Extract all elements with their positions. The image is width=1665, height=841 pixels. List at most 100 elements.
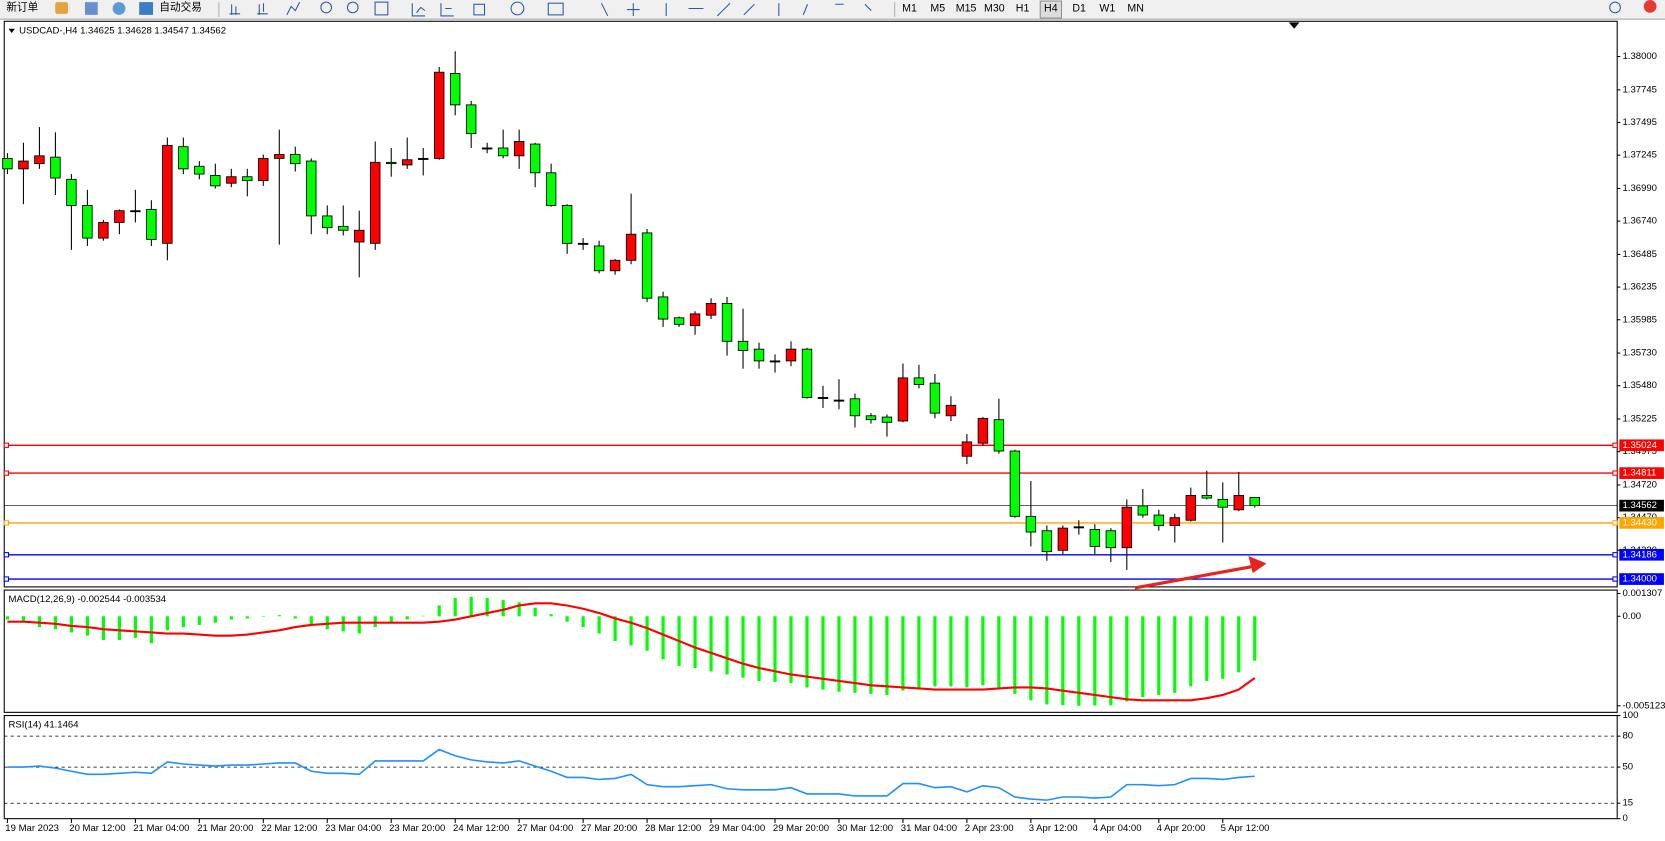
icon[interactable] — [112, 2, 126, 15]
x-tick-label: 3 Apr 12:00 — [1029, 823, 1078, 834]
macd-bar — [469, 596, 473, 617]
candle-body — [370, 161, 381, 244]
macd-bar — [1061, 616, 1065, 706]
trend-arrow — [1134, 556, 1267, 590]
y-tick-label: 1.38000 — [1622, 51, 1657, 62]
macd-bar — [293, 616, 297, 619]
notification-icon[interactable] — [1643, 0, 1657, 13]
candle-body — [753, 348, 765, 362]
candle-body — [1105, 530, 1117, 549]
candle-body — [290, 154, 301, 165]
new-order-button[interactable]: 新订单 — [6, 0, 38, 13]
main-panel-frame — [3, 20, 1618, 588]
price-label-box — [1619, 439, 1664, 452]
timeframe-button[interactable]: H4 — [1044, 2, 1058, 14]
macd-bar — [229, 616, 233, 620]
macd-bar — [965, 616, 969, 688]
candle-body — [354, 229, 365, 243]
toolbar: 新订单 自动交易 M1 M5 M15 M30 H1 H4 D1 W1 MN — [0, 0, 1665, 20]
macd-bar — [37, 616, 42, 628]
candle-body — [194, 165, 205, 175]
macd-bar — [821, 616, 825, 690]
y-tick-label: 1.36990 — [1622, 183, 1657, 194]
y-tick-label: 1.36740 — [1622, 216, 1657, 227]
macd-bar — [837, 616, 841, 692]
macd-bar — [581, 616, 585, 628]
level-handle — [3, 442, 10, 448]
candle-body — [657, 296, 669, 320]
candle-body — [386, 161, 397, 165]
panel-title: USDCAD-,H4 1.34625 1.34628 1.34547 1.345… — [19, 25, 226, 36]
candle-body — [769, 360, 781, 363]
price-label-box — [1619, 573, 1664, 585]
macd-bar — [949, 616, 953, 687]
auto-trading-icon[interactable] — [139, 2, 154, 15]
candle-body — [817, 397, 829, 399]
timeframe-button[interactable]: M30 — [984, 2, 1005, 14]
y-tick-label: 0.001307 — [1622, 588, 1662, 599]
candle-body — [146, 208, 157, 240]
candle-body — [402, 159, 413, 166]
macd-bar — [117, 616, 121, 640]
active-timeframe — [1039, 0, 1063, 19]
y-tick-label: 1.35730 — [1622, 348, 1657, 359]
macd-bar — [69, 616, 73, 633]
x-tick-label: 27 Mar 04:00 — [517, 823, 573, 834]
candle-body — [529, 143, 541, 174]
timeframe-button[interactable]: MN — [1127, 2, 1143, 14]
macd-bar — [197, 616, 201, 625]
level-handle — [1612, 576, 1618, 582]
candle-body — [513, 141, 525, 157]
price-label: 1.34430 — [1622, 517, 1657, 528]
icon[interactable] — [85, 2, 98, 15]
level-handle — [1612, 520, 1618, 526]
candle-body — [114, 210, 125, 223]
arrow-head — [1248, 556, 1267, 574]
y-tick-label: 1.34975 — [1622, 446, 1657, 457]
candle-body — [226, 176, 237, 184]
x-tick-label: 31 Mar 04:00 — [901, 823, 957, 834]
macd-bar — [165, 616, 169, 631]
timeframe-button[interactable]: D1 — [1072, 2, 1086, 14]
x-tick-label: 22 Mar 12:00 — [261, 823, 317, 834]
macd-bar — [805, 616, 809, 688]
macd-bar — [85, 616, 89, 636]
y-tick-label: 0 — [1622, 813, 1627, 824]
macd-bar — [1221, 616, 1225, 679]
candle-body — [673, 317, 685, 325]
candle-body — [1025, 515, 1037, 533]
timeframe-button[interactable]: W1 — [1099, 2, 1115, 14]
macd-bar — [661, 616, 665, 660]
macd-bar — [725, 616, 729, 675]
auto-trading-button[interactable]: 自动交易 — [159, 0, 201, 13]
chart-type-icons[interactable] — [229, 1, 872, 17]
level-handle — [1612, 552, 1618, 558]
timeframe-button[interactable]: M5 — [930, 2, 945, 14]
candle-body — [306, 160, 317, 217]
y-tick-label: 1.37745 — [1622, 84, 1657, 95]
candle-body — [1057, 527, 1069, 551]
macd-bar — [549, 614, 553, 617]
candle-body — [1217, 498, 1228, 508]
panel-line: RSI(14) 41.1464 100 80 50 15 0 — [4, 710, 1638, 824]
macd-bar — [1157, 616, 1161, 695]
candle-body — [897, 377, 909, 422]
timeframe-button[interactable]: H1 — [1016, 2, 1030, 14]
icon[interactable] — [55, 2, 69, 14]
macd-bar — [101, 616, 105, 640]
timeframe-button[interactable]: M15 — [956, 2, 977, 14]
candle-body — [561, 205, 573, 244]
candle-body — [50, 156, 61, 179]
macd-bar — [5, 616, 10, 620]
level-handle — [1612, 442, 1618, 448]
price-label-box — [1619, 517, 1664, 529]
macd-bar — [277, 615, 281, 617]
macd-bar — [597, 616, 601, 634]
timeframe-button[interactable]: M1 — [902, 2, 917, 14]
candle-body — [737, 340, 749, 351]
x-tick-label: 23 Mar 20:00 — [389, 823, 445, 834]
macd-bar — [405, 616, 409, 620]
candle-body — [481, 147, 493, 150]
search-icon[interactable] — [1609, 1, 1621, 14]
